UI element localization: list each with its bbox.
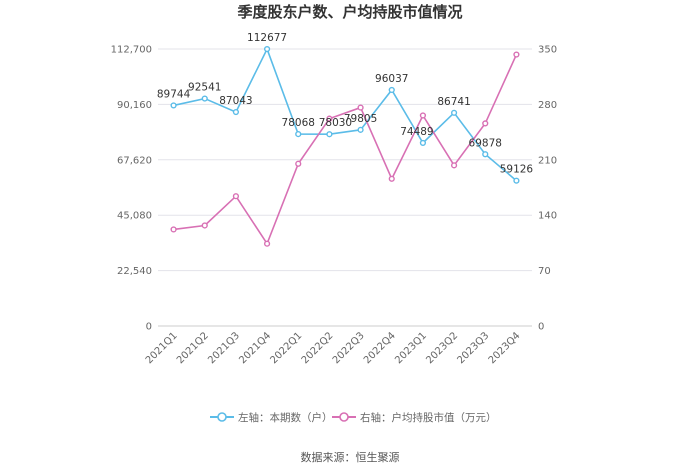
x-tick-label: 2022Q2: [300, 330, 336, 366]
data-label: 96037: [375, 73, 408, 85]
data-point[interactable]: [482, 151, 489, 158]
x-tick-label: 2023Q3: [456, 330, 492, 366]
data-point[interactable]: [388, 175, 395, 182]
legend-swatch-marker: [217, 412, 227, 422]
data-label: 87043: [219, 95, 252, 107]
series-group: [170, 45, 520, 247]
data-point[interactable]: [201, 95, 208, 102]
data-label: 86741: [437, 96, 470, 108]
data-label: 59126: [500, 164, 534, 176]
series-line-0: [173, 47, 517, 182]
x-tick-label: 2021Q1: [144, 330, 180, 366]
data-label: 89744: [157, 88, 191, 100]
data-point[interactable]: [263, 240, 271, 247]
data-point[interactable]: [357, 126, 364, 133]
right-tick-label: 0: [538, 322, 544, 333]
right-axis: 0 70 140 210 280 350: [538, 45, 557, 333]
data-label: 92541: [188, 82, 221, 94]
left-tick-label: 45,080: [117, 211, 152, 222]
data-point[interactable]: [357, 104, 364, 111]
data-label: 78030: [319, 117, 352, 129]
left-axis: 0 22,540 45,080 67,620 90,160 112,700: [111, 45, 152, 333]
data-label: 78068: [282, 117, 315, 129]
right-tick-label: 140: [538, 211, 557, 222]
legend[interactable]: 左轴：本期数（户） 右轴：户均持股市值（万元）: [210, 411, 497, 424]
data-label: 74489: [400, 126, 433, 138]
data-label: 69878: [469, 137, 502, 149]
data-point[interactable]: [170, 226, 177, 233]
data-point[interactable]: [295, 160, 302, 167]
chart-title: 季度股东户数、户均持股市值情况: [237, 3, 462, 21]
x-axis: 2021Q12021Q22021Q32021Q42022Q12022Q22022…: [144, 330, 523, 366]
data-point[interactable]: [513, 51, 520, 58]
x-tick-label: 2023Q2: [424, 330, 460, 366]
data-label: 79805: [344, 113, 377, 125]
data-label: 112677: [247, 32, 287, 44]
left-tick-label: 0: [146, 322, 152, 333]
data-point[interactable]: [232, 108, 240, 116]
x-tick-label: 2021Q2: [175, 330, 211, 366]
legend-label[interactable]: 右轴：户均持股市值（万元）: [360, 411, 497, 424]
data-point[interactable]: [419, 112, 427, 119]
right-tick-label: 210: [538, 155, 557, 166]
x-tick-label: 2023Q4: [487, 330, 523, 366]
data-point[interactable]: [450, 162, 458, 169]
right-tick-label: 280: [538, 100, 557, 111]
left-tick-label: 22,540: [117, 266, 152, 277]
grid-lines: [158, 48, 532, 327]
data-point[interactable]: [170, 102, 177, 109]
left-tick-label: 112,700: [111, 45, 152, 56]
data-point[interactable]: [513, 177, 520, 184]
x-tick-label: 2022Q4: [362, 330, 398, 366]
source-note: 数据来源：恒生聚源: [301, 450, 400, 464]
left-tick-label: 90,160: [117, 100, 152, 111]
data-point[interactable]: [450, 109, 458, 116]
x-tick-label: 2023Q1: [393, 330, 429, 366]
x-tick-label: 2021Q3: [206, 330, 242, 366]
x-tick-label: 2021Q4: [237, 330, 273, 366]
data-point[interactable]: [263, 45, 271, 53]
data-point[interactable]: [482, 120, 489, 127]
legend-swatch-marker: [339, 412, 349, 422]
x-tick-label: 2022Q1: [269, 330, 305, 366]
left-tick-label: 67,620: [117, 155, 152, 166]
data-point[interactable]: [201, 222, 208, 229]
data-point[interactable]: [388, 86, 395, 94]
right-tick-label: 70: [538, 266, 551, 277]
data-point[interactable]: [326, 131, 333, 138]
data-point[interactable]: [295, 131, 302, 138]
legend-label[interactable]: 左轴：本期数（户）: [238, 411, 333, 424]
data-point[interactable]: [419, 139, 427, 147]
x-tick-label: 2022Q3: [331, 330, 367, 366]
right-tick-label: 350: [538, 45, 557, 56]
data-point[interactable]: [326, 115, 333, 122]
data-point[interactable]: [232, 193, 240, 200]
series-line-1: [173, 54, 518, 246]
